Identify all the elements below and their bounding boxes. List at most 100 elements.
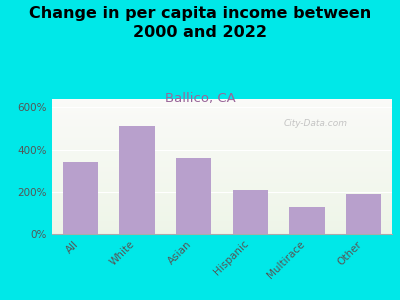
Bar [52, 154, 392, 156]
Bar [52, 196, 392, 197]
Bar [52, 224, 392, 226]
Bar [52, 195, 392, 196]
Text: Ballico, CA: Ballico, CA [165, 92, 235, 104]
Bar [52, 173, 392, 175]
Bar [52, 153, 392, 154]
Bar [52, 207, 392, 208]
Bar [52, 211, 392, 212]
Bar [52, 99, 392, 100]
Bar [52, 114, 392, 115]
Bar [52, 220, 392, 222]
Bar [52, 145, 392, 146]
Bar [52, 223, 392, 224]
Bar [52, 143, 392, 145]
Bar [52, 222, 392, 223]
Bar [52, 188, 392, 190]
Bar [52, 184, 392, 185]
Bar [52, 163, 392, 164]
Bar [52, 190, 392, 191]
Bar [52, 138, 392, 140]
Bar [52, 111, 392, 112]
Bar [52, 214, 392, 215]
Bar [52, 122, 392, 123]
Bar [52, 126, 392, 127]
Bar [52, 204, 392, 206]
Bar [52, 107, 392, 108]
Bar [52, 136, 392, 137]
Bar [52, 217, 392, 218]
Text: Change in per capita income between
2000 and 2022: Change in per capita income between 2000… [29, 6, 371, 40]
Bar [346, 194, 381, 234]
Bar [52, 152, 392, 153]
Bar [52, 172, 392, 173]
Bar [52, 169, 392, 170]
Bar [52, 227, 392, 229]
Bar [52, 164, 392, 165]
Bar [52, 203, 392, 204]
Bar [52, 181, 392, 183]
Bar [290, 207, 324, 234]
Bar [52, 106, 392, 107]
Bar [52, 158, 392, 160]
Bar [52, 178, 392, 180]
Bar [52, 199, 392, 200]
Bar [52, 202, 392, 203]
Text: City-Data.com: City-Data.com [283, 119, 347, 128]
Bar [52, 210, 392, 211]
Bar [52, 212, 392, 214]
Bar [52, 167, 392, 168]
Bar [52, 108, 392, 110]
Bar [52, 146, 392, 148]
Bar [52, 148, 392, 149]
Bar [52, 130, 392, 131]
Bar [52, 142, 392, 144]
Bar [52, 185, 392, 187]
Bar [52, 116, 392, 118]
Bar [52, 150, 392, 152]
Bar [52, 103, 392, 104]
Bar [52, 124, 392, 126]
Bar [52, 104, 392, 106]
Bar [52, 229, 392, 230]
Bar [52, 115, 392, 116]
Bar [52, 226, 392, 227]
Bar [52, 192, 392, 194]
Bar [52, 215, 392, 217]
Bar [52, 100, 392, 102]
Bar [52, 161, 392, 162]
Bar [52, 156, 392, 157]
Bar [52, 157, 392, 158]
Bar [52, 233, 392, 234]
Bar [52, 175, 392, 176]
Bar [176, 158, 211, 234]
Bar [233, 190, 268, 234]
Bar [52, 133, 392, 134]
Bar [52, 102, 392, 103]
Bar [52, 118, 392, 119]
Bar [52, 127, 392, 129]
Bar [52, 218, 392, 219]
Bar [63, 162, 98, 234]
Bar [52, 134, 392, 135]
Bar [52, 180, 392, 181]
Bar [52, 219, 392, 220]
Bar [52, 206, 392, 207]
Bar [52, 183, 392, 184]
Bar [52, 187, 392, 188]
Bar [52, 140, 392, 141]
Bar [52, 165, 392, 166]
Bar [52, 160, 392, 161]
Bar [52, 131, 392, 133]
Bar [52, 176, 392, 177]
Bar [52, 112, 392, 114]
Bar [52, 177, 392, 178]
Bar [52, 119, 392, 121]
Bar [52, 198, 392, 199]
Bar [52, 200, 392, 202]
Bar [52, 231, 392, 233]
Bar [52, 208, 392, 210]
Bar [52, 123, 392, 124]
Bar [52, 149, 392, 150]
Bar [52, 168, 392, 169]
Bar [52, 141, 392, 142]
